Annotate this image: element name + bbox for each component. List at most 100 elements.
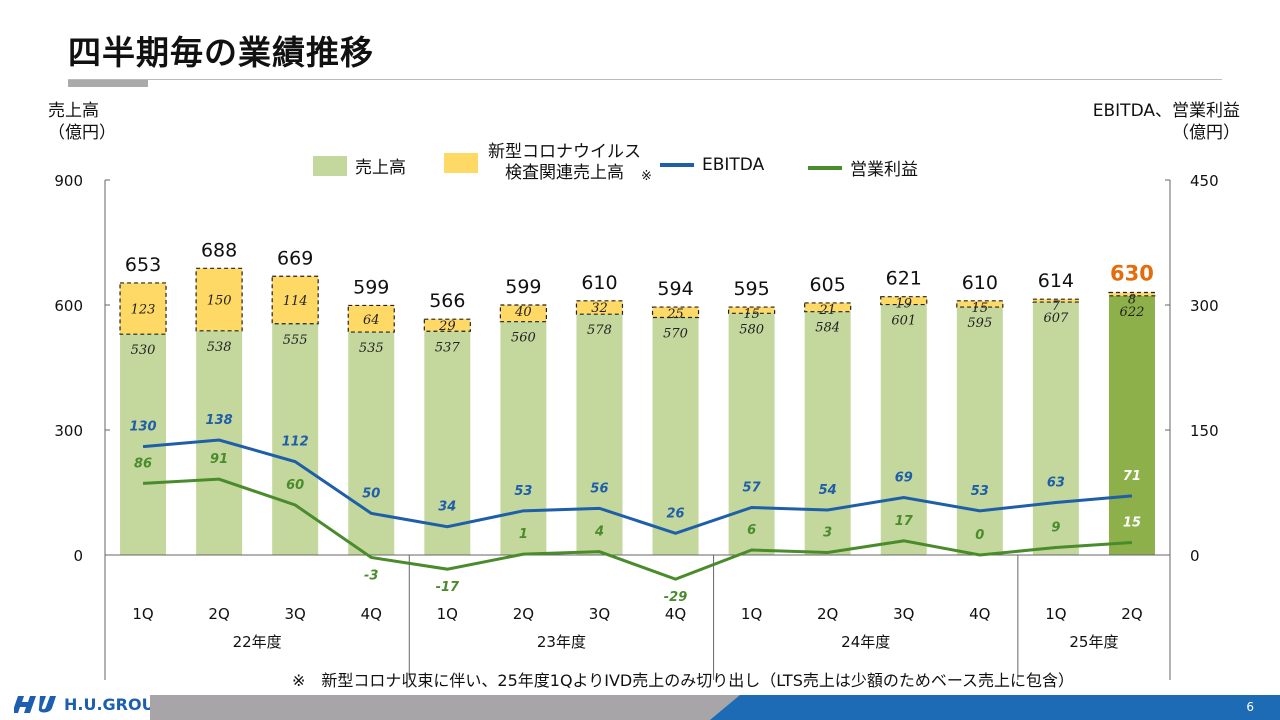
bar-sales-label: 607 bbox=[1043, 311, 1069, 326]
left-axis-title-line1: 売上高 bbox=[48, 101, 99, 121]
bar-sales bbox=[500, 321, 547, 555]
right-tick-label: 450 bbox=[1190, 172, 1219, 190]
data-label-ebitda: 56 bbox=[590, 481, 608, 496]
data-label-operating-profit: 0 bbox=[975, 528, 984, 543]
legend-sales: 売上高 bbox=[313, 153, 406, 178]
quarter-label: 4Q bbox=[969, 605, 990, 623]
bar-sales-label: 538 bbox=[207, 340, 232, 355]
data-label-operating-profit: 1 bbox=[519, 527, 528, 542]
legend-line-operating-profit bbox=[808, 165, 842, 170]
legend-swatch-covid bbox=[444, 153, 478, 173]
data-label-operating-profit: 17 bbox=[895, 514, 914, 529]
bar-covid bbox=[804, 302, 852, 313]
bar-sales-label: 580 bbox=[739, 322, 764, 337]
bar-covid bbox=[1108, 291, 1156, 297]
left-axis-title-line2: （億円） bbox=[48, 123, 116, 143]
bar-covid-label: 64 bbox=[363, 313, 380, 328]
fiscal-year-label: 23年度 bbox=[537, 633, 586, 651]
data-label-ebitda: 112 bbox=[282, 435, 309, 450]
title-accent-bar bbox=[68, 80, 148, 87]
quarter-label: 1Q bbox=[132, 605, 153, 623]
bar-covid bbox=[119, 282, 167, 335]
bar-covid bbox=[880, 296, 928, 306]
quarter-label: 2Q bbox=[817, 605, 838, 623]
bar-total-label: 621 bbox=[886, 268, 922, 290]
bar-total-label: 595 bbox=[733, 278, 769, 300]
bar-covid-label: 15 bbox=[972, 301, 989, 316]
data-label-operating-profit: 6 bbox=[747, 523, 756, 538]
bar-sales-label: 560 bbox=[511, 331, 536, 346]
data-label-operating-profit: 60 bbox=[286, 478, 304, 493]
hu-logo-icon bbox=[14, 696, 56, 713]
bar-covid-label: 7 bbox=[1052, 299, 1061, 314]
quarter-label: 3Q bbox=[284, 605, 305, 623]
data-label-ebitda: 63 bbox=[1047, 476, 1065, 491]
legend-swatch-sales bbox=[313, 155, 347, 176]
right-axis-title-line1: EBITDA、営業利益 bbox=[1092, 101, 1240, 121]
bar-covid bbox=[728, 306, 776, 314]
bar-sales bbox=[1108, 295, 1155, 555]
right-tick-label: 150 bbox=[1190, 422, 1219, 440]
bar-sales-label: 530 bbox=[131, 343, 156, 358]
bar-covid-label: 40 bbox=[514, 305, 532, 320]
bar-total-label: 610 bbox=[962, 272, 998, 294]
bar-covid bbox=[195, 267, 243, 332]
bar-covid bbox=[1032, 298, 1080, 303]
footer-band-blue bbox=[710, 695, 1280, 720]
bar-sales-label: 570 bbox=[663, 327, 688, 342]
title-divider bbox=[68, 79, 1222, 80]
bar-covid-label: 123 bbox=[131, 303, 156, 318]
legend-note-mark: ※ bbox=[641, 169, 652, 184]
bar-covid-label: 114 bbox=[283, 294, 308, 309]
page-title: 四半期毎の業績推移 bbox=[68, 33, 374, 72]
bar-total-label: 610 bbox=[581, 272, 617, 294]
bar-covid bbox=[347, 304, 395, 333]
bar-covid bbox=[423, 318, 471, 332]
quarter-label: 2Q bbox=[1121, 605, 1142, 623]
bar-sales-label: 584 bbox=[815, 321, 840, 336]
data-label-ebitda: 54 bbox=[819, 483, 837, 498]
bar-total-label: 669 bbox=[277, 247, 313, 269]
legend-label-covid-line1: 新型コロナウイルス bbox=[488, 142, 641, 162]
bar-sales-label: 555 bbox=[283, 333, 308, 348]
bar-sales bbox=[652, 317, 699, 555]
bar-sales bbox=[956, 307, 1003, 555]
bar-covid bbox=[651, 306, 700, 319]
fiscal-year-label: 25年度 bbox=[1069, 633, 1118, 651]
line-ebitda bbox=[142, 438, 1133, 535]
right-axis-title: EBITDA、営業利益 （億円） bbox=[1093, 100, 1240, 144]
quarter-label: 2Q bbox=[208, 605, 229, 623]
bar-total-label: 599 bbox=[353, 276, 389, 298]
bar-covid-label: 29 bbox=[438, 319, 456, 334]
fiscal-year-label: 24年度 bbox=[841, 633, 890, 651]
legend-label-operating-profit: 営業利益 bbox=[850, 160, 918, 180]
bar-total-label: 630 bbox=[1110, 262, 1154, 286]
bar-sales bbox=[576, 314, 623, 555]
bar-total-label: 605 bbox=[810, 274, 846, 296]
data-label-ebitda: 26 bbox=[666, 506, 684, 521]
data-label-ebitda: 34 bbox=[438, 500, 456, 515]
legend-label-covid: 新型コロナウイルス 検査関連売上高 bbox=[488, 142, 641, 184]
data-label-ebitda: 138 bbox=[206, 413, 233, 428]
legend-operating-profit: 営業利益 bbox=[808, 155, 918, 180]
data-label-operating-profit: 4 bbox=[594, 525, 604, 540]
data-label-operating-profit: -17 bbox=[436, 580, 460, 595]
logo-text: H.U.GROUP bbox=[64, 694, 167, 714]
quarter-label: 4Q bbox=[665, 605, 686, 623]
bar-sales-label: 595 bbox=[967, 316, 992, 331]
right-tick-label: 300 bbox=[1190, 297, 1219, 315]
bar-covid-label: 19 bbox=[895, 297, 912, 312]
data-label-operating-profit: 91 bbox=[210, 452, 228, 467]
bar-covid bbox=[956, 300, 1004, 308]
legend-ebitda: EBITDA bbox=[660, 155, 764, 175]
left-tick-label: 0 bbox=[73, 547, 83, 565]
bar-covid-label: 25 bbox=[666, 307, 684, 322]
quarter-label: 2Q bbox=[513, 605, 534, 623]
bar-sales-label: 535 bbox=[359, 341, 384, 356]
bar-sales-label: 537 bbox=[435, 340, 461, 355]
bar-sales-label: 578 bbox=[587, 323, 612, 338]
data-label-ebitda: 57 bbox=[743, 481, 762, 496]
quarter-label: 3Q bbox=[589, 605, 610, 623]
data-label-operating-profit: 3 bbox=[823, 526, 832, 541]
